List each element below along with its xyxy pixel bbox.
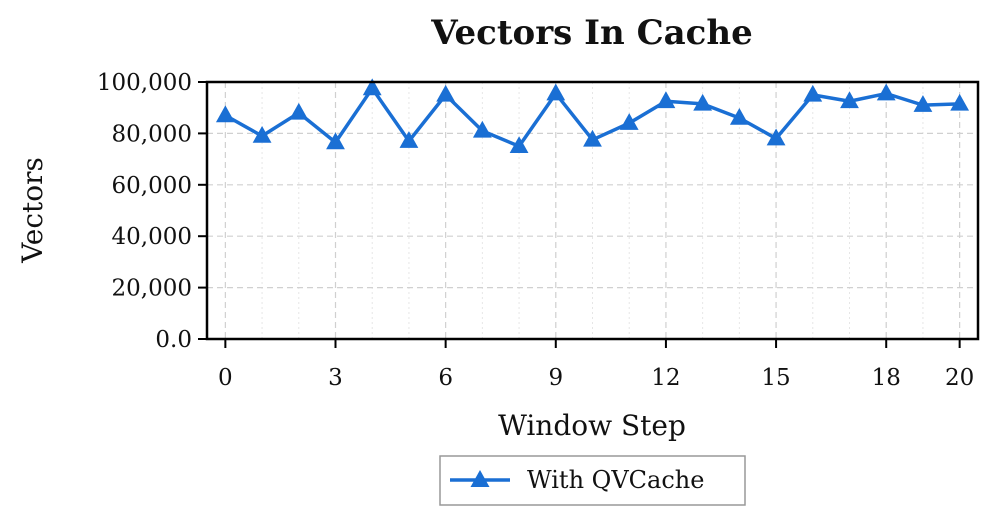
data-point-marker [436, 84, 456, 102]
data-point-marker [729, 107, 749, 125]
legend: With QVCache [439, 455, 746, 506]
data-point-marker [840, 91, 859, 109]
y-tick-label: 40,000 [112, 224, 192, 250]
x-axis-label: Window Step [498, 409, 686, 442]
grid [207, 81, 978, 340]
data-point-marker [362, 78, 382, 96]
x-tick-label: 15 [761, 365, 790, 391]
data-point-marker [876, 83, 896, 101]
legend-triangle-marker [470, 470, 490, 487]
data-point-marker [252, 125, 272, 143]
x-tick-label: 20 [945, 365, 974, 391]
chart-title: Vectors In Cache [430, 13, 752, 53]
y-tick-label: 80,000 [112, 121, 192, 147]
data-point-marker [766, 128, 786, 146]
data-point-marker [950, 93, 970, 111]
data-point-marker [509, 136, 529, 154]
x-tick-label: 3 [328, 365, 343, 391]
x-tick-label: 18 [872, 365, 901, 391]
data-point-marker [472, 120, 492, 138]
y-tick-label: 20,000 [112, 276, 192, 302]
data-point-marker [583, 129, 602, 147]
y-axis-label: Vectors [16, 157, 49, 264]
data-point-marker [215, 105, 235, 123]
data-point-marker [546, 83, 566, 101]
data-point-marker [803, 84, 823, 102]
x-axis-ticks: 0 3 6 9 12 15 18 20 [218, 339, 974, 391]
legend-label: With QVCache [527, 466, 704, 494]
x-tick-label: 12 [651, 365, 680, 391]
y-axis-ticks: 0.0 20,000 40,000 60,000 80,000 100,000 [97, 70, 207, 353]
y-tick-label: 0.0 [155, 327, 192, 353]
data-point-marker [619, 113, 639, 130]
data-point-marker [656, 91, 676, 109]
x-tick-label: 9 [548, 365, 563, 391]
x-tick-label: 6 [438, 365, 453, 391]
y-tick-label: 60,000 [112, 173, 192, 199]
data-point-marker [289, 102, 309, 120]
data-point-marker [693, 93, 713, 111]
data-point-marker [399, 131, 419, 148]
y-tick-label: 100,000 [97, 70, 192, 96]
x-tick-label: 0 [218, 365, 233, 391]
data-point-marker [913, 95, 933, 112]
series-markers [215, 78, 970, 154]
data-point-marker [326, 132, 345, 150]
plot-frame [205, 80, 980, 341]
